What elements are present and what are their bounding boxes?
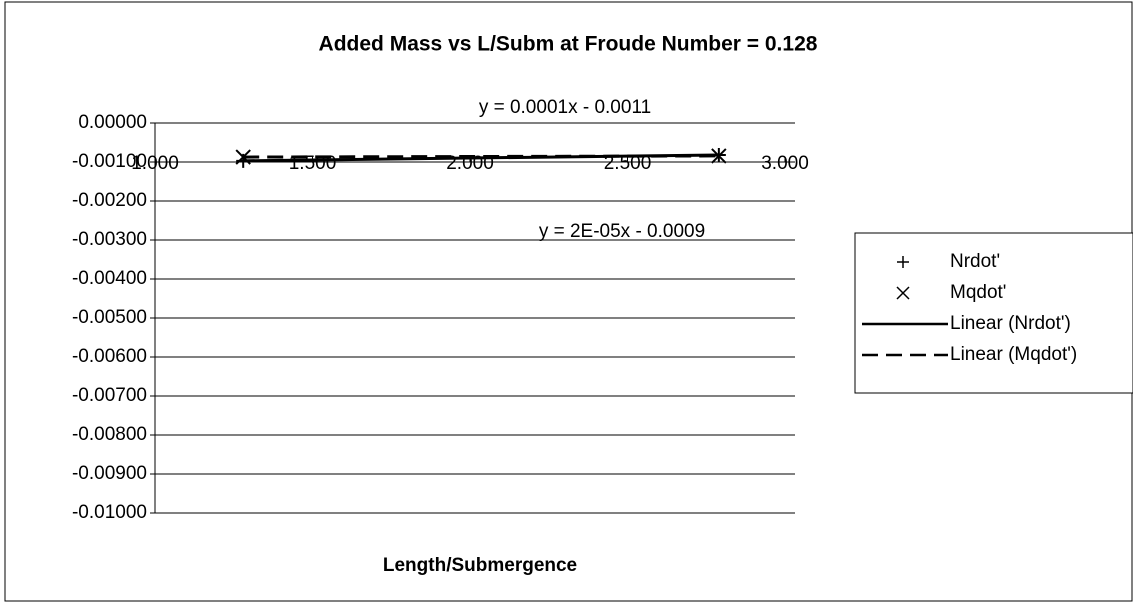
y-tick-label: -0.00900 [72, 463, 147, 484]
y-tick-label: -0.00300 [72, 229, 147, 250]
legend [854, 232, 1133, 394]
y-tick-label: -0.00100 [72, 151, 147, 172]
y-tick-label: -0.00600 [72, 346, 147, 367]
y-tick-label: -0.00400 [72, 268, 147, 289]
legend-label: Nrdot' [950, 251, 1000, 272]
marker [711, 148, 727, 164]
y-tick-label: -0.00700 [72, 385, 147, 406]
y-tick-label: -0.01000 [72, 502, 147, 523]
x-axis-title: Length/Submergence [383, 555, 577, 576]
y-tick-label: -0.00800 [72, 424, 147, 445]
x-tick-label: 2.500 [604, 153, 652, 174]
y-tick-label: 0.00000 [78, 112, 147, 133]
y-tick-label: -0.00500 [72, 307, 147, 328]
marker [896, 286, 910, 300]
trendline-equation: y = 0.0001x - 0.0011 [479, 97, 651, 118]
legend-label: Linear (Mqdot') [950, 344, 1077, 365]
x-tick-label: 1.000 [131, 153, 179, 174]
legend-label: Mqdot' [950, 282, 1006, 303]
marker [235, 149, 251, 165]
legend-label: Linear (Nrdot') [950, 313, 1071, 334]
marker [897, 256, 909, 268]
x-tick-label: 3.000 [761, 153, 809, 174]
trendline [243, 154, 719, 159]
y-tick-label: -0.00200 [72, 190, 147, 211]
chart-title: Added Mass vs L/Subm at Froude Number = … [319, 33, 818, 56]
trendline-equation: y = 2E-05x - 0.0009 [539, 221, 705, 242]
